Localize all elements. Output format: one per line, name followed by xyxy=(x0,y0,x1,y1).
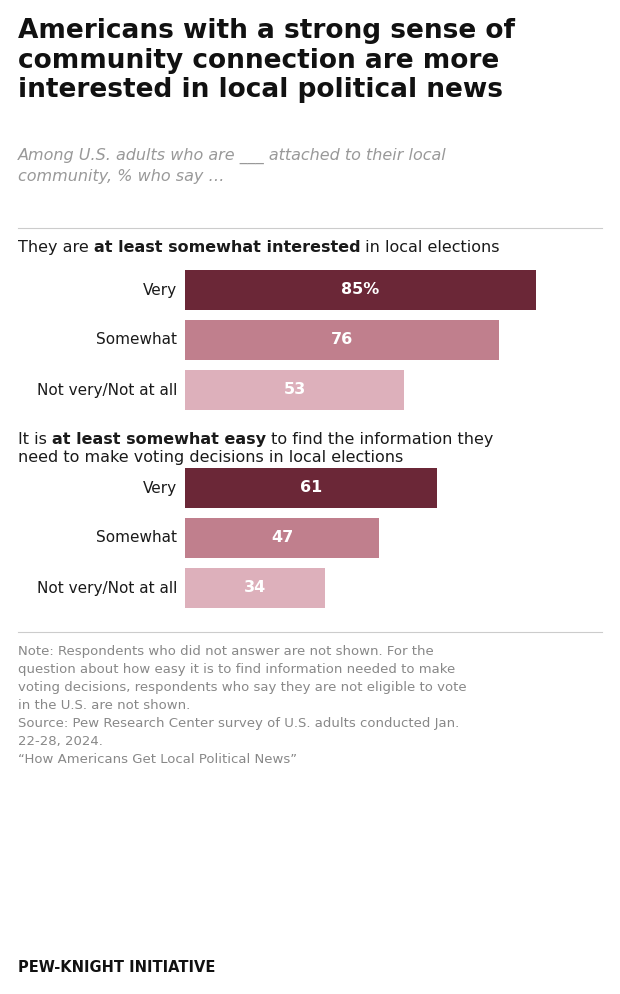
Text: 76: 76 xyxy=(331,333,353,348)
Text: It is: It is xyxy=(18,432,52,447)
Text: 61: 61 xyxy=(300,480,322,495)
Text: “How Americans Get Local Political News”: “How Americans Get Local Political News” xyxy=(18,753,297,766)
Text: question about how easy it is to find information needed to make: question about how easy it is to find in… xyxy=(18,663,455,676)
Bar xyxy=(185,518,379,558)
Text: Not very/Not at all: Not very/Not at all xyxy=(37,383,177,398)
Bar xyxy=(185,370,404,410)
Text: need to make voting decisions in local elections: need to make voting decisions in local e… xyxy=(18,450,403,465)
Text: 34: 34 xyxy=(244,580,267,595)
Text: at least somewhat easy: at least somewhat easy xyxy=(52,432,266,447)
Text: They are: They are xyxy=(18,240,94,255)
Text: in the U.S. are not shown.: in the U.S. are not shown. xyxy=(18,699,190,712)
Text: Very: Very xyxy=(143,480,177,495)
Text: voting decisions, respondents who say they are not eligible to vote: voting decisions, respondents who say th… xyxy=(18,681,467,694)
Text: 85%: 85% xyxy=(342,282,379,297)
Text: 22-28, 2024.: 22-28, 2024. xyxy=(18,735,103,748)
Text: in local elections: in local elections xyxy=(360,240,500,255)
Text: Somewhat: Somewhat xyxy=(96,531,177,546)
Text: Very: Very xyxy=(143,282,177,297)
Text: 53: 53 xyxy=(283,383,306,398)
Bar xyxy=(185,270,536,310)
Text: Source: Pew Research Center survey of U.S. adults conducted Jan.: Source: Pew Research Center survey of U.… xyxy=(18,717,459,730)
Text: Somewhat: Somewhat xyxy=(96,333,177,348)
Text: to find the information they: to find the information they xyxy=(266,432,494,447)
Bar xyxy=(185,468,437,508)
Bar xyxy=(185,320,499,360)
Text: 47: 47 xyxy=(271,531,293,546)
Text: Among U.S. adults who are ___ attached to their local
community, % who say …: Among U.S. adults who are ___ attached t… xyxy=(18,148,447,184)
Bar xyxy=(185,568,326,608)
Text: Note: Respondents who did not answer are not shown. For the: Note: Respondents who did not answer are… xyxy=(18,645,434,658)
Text: Not very/Not at all: Not very/Not at all xyxy=(37,580,177,595)
Text: Americans with a strong sense of
community connection are more
interested in loc: Americans with a strong sense of communi… xyxy=(18,18,515,103)
Text: PEW-KNIGHT INITIATIVE: PEW-KNIGHT INITIATIVE xyxy=(18,960,215,975)
Text: at least somewhat interested: at least somewhat interested xyxy=(94,240,360,255)
